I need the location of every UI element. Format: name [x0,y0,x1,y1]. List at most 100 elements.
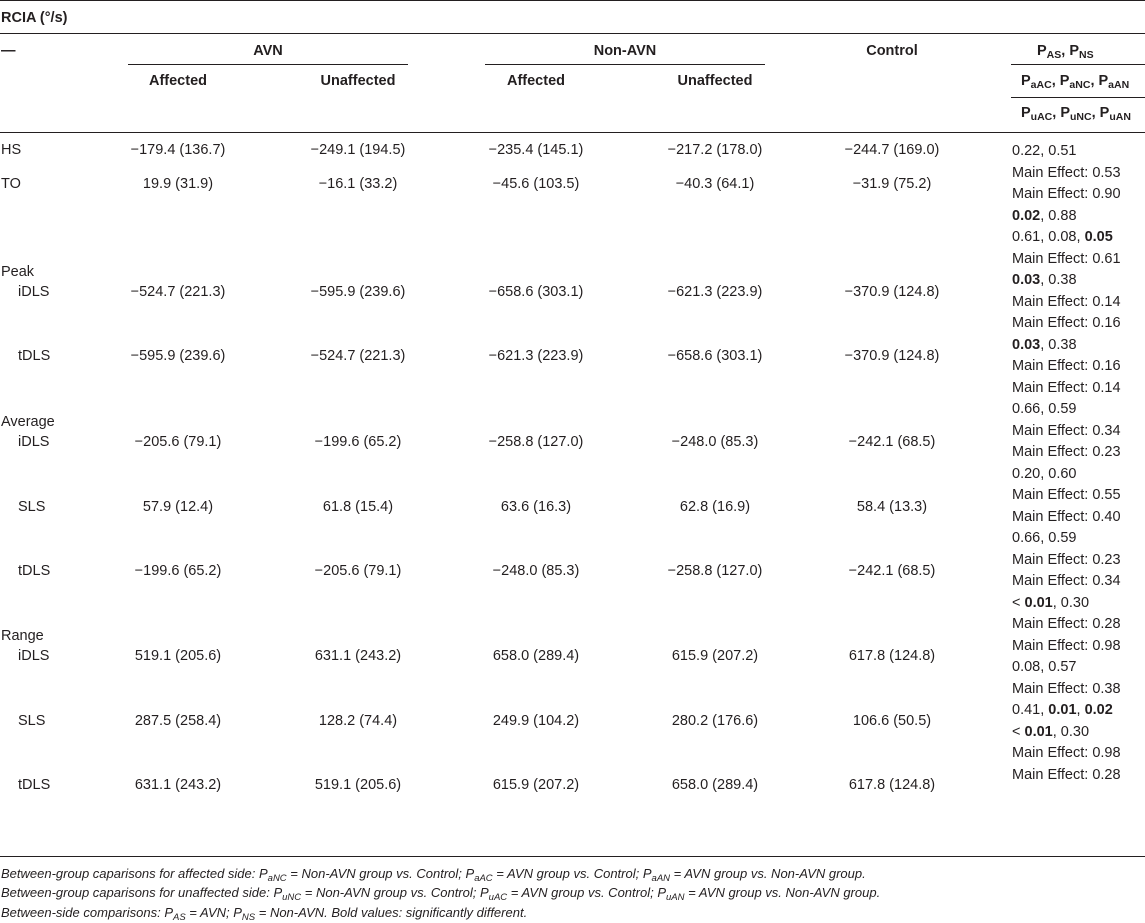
table-cell: −248.0 (85.3) [492,563,580,579]
p-value-line: Main Effect: 0.38 [1012,680,1121,697]
table-bottom-rule [0,856,1145,857]
table-cell: −595.9 (239.6) [310,284,406,300]
table-cell: −205.6 (79.1) [134,434,222,450]
header-non-avn: Non-AVN [593,43,657,59]
table-cell: −595.9 (239.6) [130,348,226,364]
table-cell: 63.6 (16.3) [500,499,572,515]
p-value-line: Main Effect: 0.23 [1012,551,1121,568]
row-label: SLS [18,713,46,729]
table-cell: −524.7 (221.3) [310,348,406,364]
p-value-line: Main Effect: 0.28 [1012,766,1121,783]
table-cell: 249.9 (104.2) [492,713,580,729]
table-cell: −235.4 (145.1) [488,142,584,158]
p-value-line: Main Effect: 0.61 [1012,250,1121,267]
header-p-affected: PaAC, PaNC, PaAN [1021,73,1130,91]
row-label: Average [1,414,55,430]
p-header-unaffected-2: PuNC [1060,105,1092,123]
header-nonavn-unaffected: Unaffected [677,73,753,89]
table-cell: −621.3 (223.9) [488,348,584,364]
table-cell: −370.9 (124.8) [844,348,940,364]
table-cell: −370.9 (124.8) [844,284,940,300]
table-cell: −45.6 (103.5) [492,176,580,192]
table-cell: 128.2 (74.4) [318,713,398,729]
row-label: iDLS [18,648,50,664]
p-value-line: Main Effect: 0.14 [1012,379,1121,396]
p-header-side-2: PNS [1069,43,1094,61]
p-value-line: Main Effect: 0.98 [1012,637,1121,654]
table-cell: 631.1 (243.2) [134,777,222,793]
p-value-line: 0.08, 0.57 [1012,659,1077,675]
table-cell: 62.8 (16.9) [679,499,751,515]
p-value-line: Main Effect: 0.34 [1012,573,1121,589]
table-cell: −248.0 (85.3) [671,434,759,450]
p-value-line: Main Effect: 0.16 [1012,358,1121,374]
table-cell: −31.9 (75.2) [852,176,932,192]
table-cell: 615.9 (207.2) [671,648,759,664]
table-cell: −217.2 (178.0) [667,142,763,158]
header-avn-unaffected: Unaffected [320,73,396,89]
p-header-affected-3: PaAN [1098,73,1130,91]
table-cell: −258.8 (127.0) [488,434,584,450]
avn-rule [128,64,408,65]
p-header-unaffected-3: PuAN [1099,105,1131,123]
table-cell: −199.6 (65.2) [134,563,222,579]
table-cell: 631.1 (243.2) [314,648,402,664]
table-cell: 57.9 (12.4) [142,499,214,515]
table-cell: 280.2 (176.6) [671,713,759,729]
row-label: TO [1,176,21,192]
table-cell: −199.6 (65.2) [314,434,402,450]
table-cell: −258.8 (127.0) [667,563,763,579]
table-cell: 519.1 (205.6) [134,648,222,664]
table-cell: 615.9 (207.2) [492,777,580,793]
table-cell: −658.6 (303.1) [667,348,763,364]
p-value-line: 0.20, 0.60 [1012,465,1077,482]
p-value-line: 0.66, 0.59 [1012,401,1077,417]
footnote: Between-side comparisons: PAS = AVN; PNS… [1,905,528,923]
p-value-line: Main Effect: 0.53 [1012,164,1121,181]
table-title: RCIA (°/s) [1,10,68,26]
row-label: iDLS [18,434,50,450]
p-header-unaffected-1: PuAC [1021,105,1053,123]
row-label: Range [1,628,44,644]
row-label: Peak [1,264,35,280]
p-header-side-1: PAS [1037,43,1062,61]
row-label: HS [1,142,22,158]
p-value-line: 0.02, 0.88 [1012,207,1077,224]
p-value-line: Main Effect: 0.98 [1012,745,1121,761]
table-cell: −179.4 (136.7) [130,142,226,158]
p-value-line: 0.41, 0.01, 0.02 [1012,702,1113,718]
header-dash: — [1,43,16,59]
header-nonavn-affected: Affected [506,73,565,89]
p-value-line: < 0.01, 0.30 [1012,594,1090,611]
p-value-line: Main Effect: 0.55 [1012,487,1121,503]
row-label: SLS [18,499,46,515]
table-cell: −524.7 (221.3) [130,284,226,300]
p-value-line: 0.61, 0.08, 0.05 [1012,229,1113,245]
table-cell: −242.1 (68.5) [848,563,936,579]
header-control: Control [866,43,918,59]
table-title-bar: RCIA (°/s) [0,0,1145,34]
row-label: tDLS [18,563,51,579]
header-p-between-side: PAS, PNS [1037,43,1094,61]
p-value-line: Main Effect: 0.28 [1012,616,1121,632]
table-cell: −249.1 (194.5) [310,142,406,158]
table-cell: −242.1 (68.5) [848,434,936,450]
p-value-line: Main Effect: 0.34 [1012,422,1121,439]
header-bottom-rule [0,132,1145,133]
table-cell: −40.3 (64.1) [675,176,755,192]
p-value-line: 0.03, 0.38 [1012,272,1077,288]
table-cell: −16.1 (33.2) [318,176,398,192]
p-value-line: Main Effect: 0.16 [1012,315,1121,331]
table-cell: 106.6 (50.5) [852,713,932,729]
p-rule-1 [1011,64,1145,65]
table-cell: 617.8 (124.8) [848,777,936,793]
p-value-line: Main Effect: 0.90 [1012,186,1121,202]
table-cell: 287.5 (258.4) [134,713,222,729]
table-cell: 61.8 (15.4) [322,499,394,515]
table-cell: −244.7 (169.0) [844,142,940,158]
table-cell: −205.6 (79.1) [314,563,402,579]
p-value-line: 0.03, 0.38 [1012,336,1077,353]
p-value-line: Main Effect: 0.40 [1012,508,1121,525]
table-cell: −658.6 (303.1) [488,284,584,300]
table-cell: 19.9 (31.9) [142,176,214,192]
